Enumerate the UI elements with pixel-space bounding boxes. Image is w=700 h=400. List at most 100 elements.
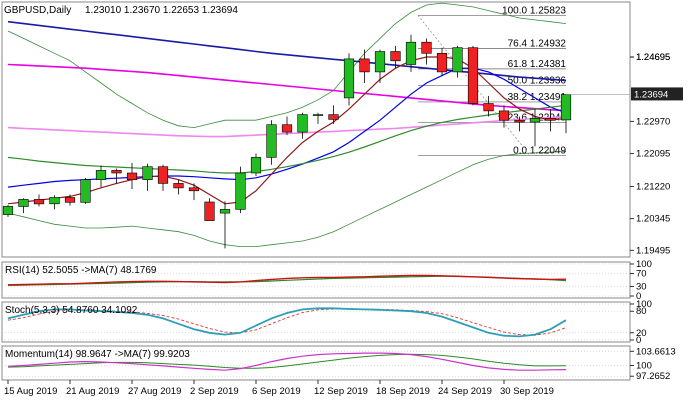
momentum-label: Momentum(14) 98.9647 ->MA(7) 99.9203 (5, 349, 190, 360)
candle-body (545, 118, 556, 121)
candle-body (188, 187, 200, 192)
osc-tick-label: 80 (636, 306, 647, 317)
date-tick-label: 15 Aug 2019 (4, 386, 57, 397)
fib-label: 100.0 1.25823 (502, 5, 566, 16)
candle (514, 116, 525, 132)
osc-tick-label: 100 (636, 361, 652, 372)
candle (436, 47, 448, 76)
candle (33, 194, 45, 207)
fib-label: 50.0 1.23936 (508, 75, 567, 86)
candle (297, 112, 308, 139)
candle-body (64, 197, 76, 203)
candle-body (18, 199, 29, 207)
candle (359, 49, 370, 84)
candle-body (312, 114, 324, 116)
candle (405, 34, 417, 72)
momentum-ma-line (7, 353, 567, 369)
candle (483, 96, 494, 117)
candle-body (436, 52, 448, 73)
momentum-panel-frame (1, 345, 631, 381)
stoch-panel-frame (1, 301, 631, 343)
candle (188, 183, 200, 201)
bollinger-lower-line (7, 151, 567, 247)
candle (235, 166, 246, 214)
candle (545, 109, 556, 132)
bollinger-upper-line (7, 2, 567, 129)
candle (2, 204, 14, 217)
candle-body (390, 51, 401, 62)
current-price-badge (631, 87, 683, 101)
candle (18, 198, 29, 214)
candle-body (266, 124, 277, 158)
candle (374, 49, 386, 84)
candle-body (80, 179, 91, 203)
candle-body (49, 197, 60, 205)
candle-body (126, 172, 138, 180)
current-price-label: 1.23694 (634, 89, 668, 100)
date-axis: 15 Aug 2019 21 Aug 2019 27 Aug 2019 2 Sep 2… (4, 380, 554, 397)
date-tick-label: 2 Sep 2019 (190, 386, 239, 397)
candle-body (467, 47, 479, 104)
chart-ohlc: 1.23010 1.23670 1.22653 1.23694 (85, 5, 238, 16)
osc-tick-label: 97.2652 (636, 371, 670, 382)
candle (49, 195, 60, 210)
fib-label: 61.8 1.24381 (508, 59, 567, 70)
candle (328, 105, 339, 124)
candle (312, 112, 324, 124)
candle-body (297, 114, 308, 133)
fib-label: 38.2 1.23491 (508, 92, 567, 103)
date-tick-label: 12 Sep 2019 (314, 386, 368, 397)
osc-tick-label: 103.6613 (636, 346, 676, 357)
candle (111, 168, 122, 184)
candle-body (328, 114, 339, 120)
stoch-d-line (7, 308, 567, 336)
price-tick-label: 1.20345 (636, 214, 670, 225)
price-tick-label: 1.22095 (636, 149, 670, 160)
date-tick-label: 6 Sep 2019 (252, 386, 301, 397)
osc-tick-label: 70 (636, 269, 647, 280)
candle-body (157, 166, 169, 184)
rsi-label: RSI(14) 52.5055 ->MA(7) 48.1769 (5, 265, 157, 276)
candle-body (483, 103, 494, 112)
candle (126, 162, 138, 189)
bollinger-bands (7, 2, 567, 247)
candle (467, 45, 479, 106)
price-tick-label: 1.19495 (636, 245, 670, 256)
candle (80, 177, 91, 204)
fib-label: 76.4 1.24932 (508, 38, 567, 49)
candle-body (250, 157, 262, 174)
date-tick-label: 27 Aug 2019 (128, 386, 181, 397)
osc-tick-label: 0 (636, 335, 641, 346)
candle-body (33, 199, 45, 205)
candle-body (235, 172, 246, 210)
candle (250, 153, 262, 176)
candle-body (111, 170, 122, 174)
price-tick-label: 1.22970 (636, 116, 670, 127)
momentum-line (7, 352, 567, 371)
candle-body (514, 119, 525, 123)
osc-tick-label: 100 (636, 299, 652, 310)
price-panel-frame (1, 1, 631, 258)
candle-body (452, 47, 463, 73)
osc-tick-label: 30 (636, 281, 647, 292)
candle (421, 38, 432, 65)
candle-body (2, 206, 14, 215)
candle (219, 201, 231, 249)
date-tick-label: 24 Sep 2019 (438, 386, 492, 397)
candle-body (281, 124, 293, 133)
chart-symbol: GBPUSD,Daily (4, 5, 71, 16)
price-tick-label: 1.21220 (636, 181, 670, 192)
candle-body (374, 51, 386, 73)
stoch-k-line (7, 307, 567, 338)
candle (390, 45, 401, 69)
candle-body (343, 58, 355, 99)
candle-body (173, 183, 184, 189)
candle-body (421, 41, 432, 54)
osc-tick-label: 0 (636, 291, 641, 302)
candle-body (219, 209, 231, 214)
candle (157, 164, 169, 191)
candle (64, 194, 76, 206)
